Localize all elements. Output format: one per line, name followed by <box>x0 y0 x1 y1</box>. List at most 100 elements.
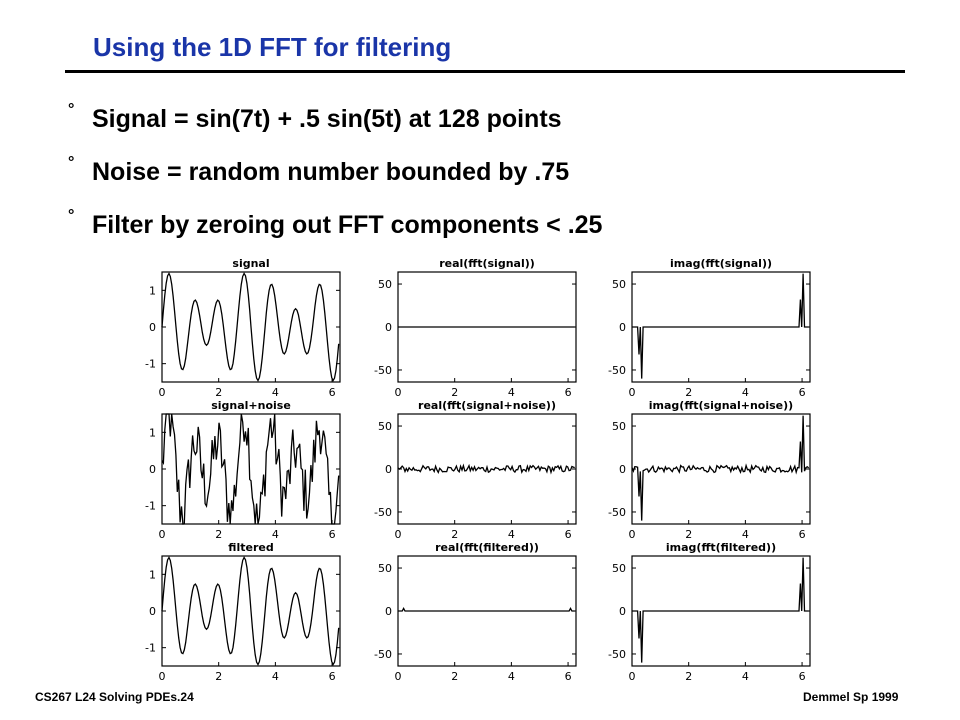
y-tick-label: 0 <box>619 321 626 334</box>
plot-title: signal <box>232 257 269 270</box>
x-tick-label: 4 <box>272 386 279 399</box>
y-tick-label: -50 <box>374 648 392 661</box>
series-line <box>631 415 810 521</box>
plot-title: signal+noise <box>211 399 291 412</box>
subplot: real(fft(signal+noise))500-500 2 4 6 <box>374 399 577 541</box>
y-tick-label: 1 <box>149 568 156 581</box>
plot-title: real(fft(signal)) <box>439 257 535 270</box>
x-tick-label: 4 <box>508 670 515 683</box>
plot-title: filtered <box>228 541 273 554</box>
x-tick-label: 2 <box>215 386 222 399</box>
plot-title: real(fft(signal+noise)) <box>418 399 556 412</box>
bullet-text: Signal = sin(7t) + .5 sin(5t) at 128 poi… <box>92 105 562 133</box>
plot-title: real(fft(filtered)) <box>435 541 539 554</box>
bullet-item: ° Noise = random number bounded by .75 <box>68 146 602 199</box>
subplot: imag(fft(signal+noise))500-500 2 4 6 <box>608 399 811 541</box>
y-tick-label: -1 <box>145 500 156 513</box>
subplot: filtered 1 0 -1 0 2 4 6 <box>145 541 341 683</box>
subplot: imag(fft(filtered))500-500 2 4 6 <box>608 541 811 683</box>
bullet-item: ° Signal = sin(7t) + .5 sin(5t) at 128 p… <box>68 93 602 146</box>
y-tick-label: 1 <box>149 284 156 297</box>
x-tick-label: 0 <box>159 670 166 683</box>
y-tick-label: -50 <box>374 364 392 377</box>
series-line <box>397 463 575 475</box>
bullet-item: ° Filter by zeroing out FFT components <… <box>68 199 602 252</box>
x-tick-label: 6 <box>329 670 336 683</box>
x-tick-label: 6 <box>565 670 572 683</box>
x-tick-label: 0 <box>629 386 636 399</box>
subplot: imag(fft(signal))500-500 2 4 6 <box>608 257 811 399</box>
subplot: real(fft(filtered))500-500 2 4 6 <box>374 541 577 683</box>
x-tick-label: 2 <box>451 670 458 683</box>
x-tick-label: 2 <box>215 670 222 683</box>
y-tick-label: 50 <box>612 562 626 575</box>
subplot: real(fft(signal))500-500 2 4 6 <box>374 257 577 399</box>
y-tick-label: 50 <box>378 420 392 433</box>
y-tick-label: -50 <box>608 506 626 519</box>
y-tick-label: 0 <box>385 605 392 618</box>
y-tick-label: 0 <box>619 605 626 618</box>
y-tick-label: -50 <box>608 364 626 377</box>
x-tick-label: 0 <box>395 386 402 399</box>
title-rule <box>65 70 905 73</box>
bullet-mark: ° <box>68 207 75 224</box>
x-tick-label: 2 <box>451 528 458 541</box>
y-tick-label: 0 <box>149 321 156 334</box>
bullet-mark: ° <box>68 101 75 118</box>
x-tick-label: 6 <box>329 386 336 399</box>
plot-title: imag(fft(signal+noise)) <box>649 399 793 412</box>
x-tick-label: 4 <box>272 528 279 541</box>
series-line <box>398 607 575 612</box>
x-tick-label: 0 <box>395 670 402 683</box>
x-tick-label: 0 <box>159 386 166 399</box>
x-tick-label: 6 <box>565 386 572 399</box>
x-tick-label: 6 <box>565 528 572 541</box>
y-tick-label: 0 <box>385 321 392 334</box>
x-tick-label: 4 <box>742 670 749 683</box>
x-tick-label: 2 <box>685 386 692 399</box>
subplot: signal 1 0 -1 0 2 4 6 <box>145 257 341 399</box>
y-tick-label: 0 <box>619 463 626 476</box>
x-tick-label: 2 <box>215 528 222 541</box>
y-tick-label: -50 <box>608 648 626 661</box>
series-line <box>161 413 340 525</box>
bullet-mark: ° <box>68 154 75 171</box>
bullet-text: Filter by zeroing out FFT components < .… <box>92 211 603 239</box>
x-tick-label: 4 <box>508 528 515 541</box>
bullet-text: Noise = random number bounded by .75 <box>92 158 570 186</box>
x-tick-label: 6 <box>329 528 336 541</box>
x-tick-label: 0 <box>629 670 636 683</box>
y-tick-label: 0 <box>149 463 156 476</box>
x-tick-label: 4 <box>272 670 279 683</box>
x-tick-label: 0 <box>395 528 402 541</box>
plot-title: imag(fft(signal)) <box>670 257 772 270</box>
y-tick-label: 0 <box>385 463 392 476</box>
series-line <box>161 272 340 382</box>
y-tick-label: 50 <box>378 278 392 291</box>
y-tick-label: 0 <box>149 605 156 618</box>
x-tick-label: 2 <box>451 386 458 399</box>
subplot: signal+noise 1 0 -1 0 2 4 6 <box>145 399 341 541</box>
plot-frame <box>631 413 811 525</box>
x-tick-label: 6 <box>799 386 806 399</box>
x-tick-label: 0 <box>159 528 166 541</box>
y-tick-label: 50 <box>612 278 626 291</box>
y-tick-label: -1 <box>145 642 156 655</box>
series-line <box>632 557 809 663</box>
y-tick-label: 50 <box>612 420 626 433</box>
series-line <box>632 273 809 379</box>
y-tick-label: -1 <box>145 358 156 371</box>
x-tick-label: 6 <box>799 528 806 541</box>
x-tick-label: 2 <box>685 528 692 541</box>
y-tick-label: 50 <box>378 562 392 575</box>
x-tick-label: 4 <box>508 386 515 399</box>
footer-course: CS267 L24 Solving PDEs.24 <box>35 690 194 704</box>
x-tick-label: 6 <box>799 670 806 683</box>
bullet-list: ° Signal = sin(7t) + .5 sin(5t) at 128 p… <box>68 93 602 252</box>
series-line <box>161 556 340 666</box>
y-tick-label: 1 <box>149 426 156 439</box>
plot-title: imag(fft(filtered)) <box>666 541 776 554</box>
x-tick-label: 0 <box>629 528 636 541</box>
x-tick-label: 4 <box>742 386 749 399</box>
